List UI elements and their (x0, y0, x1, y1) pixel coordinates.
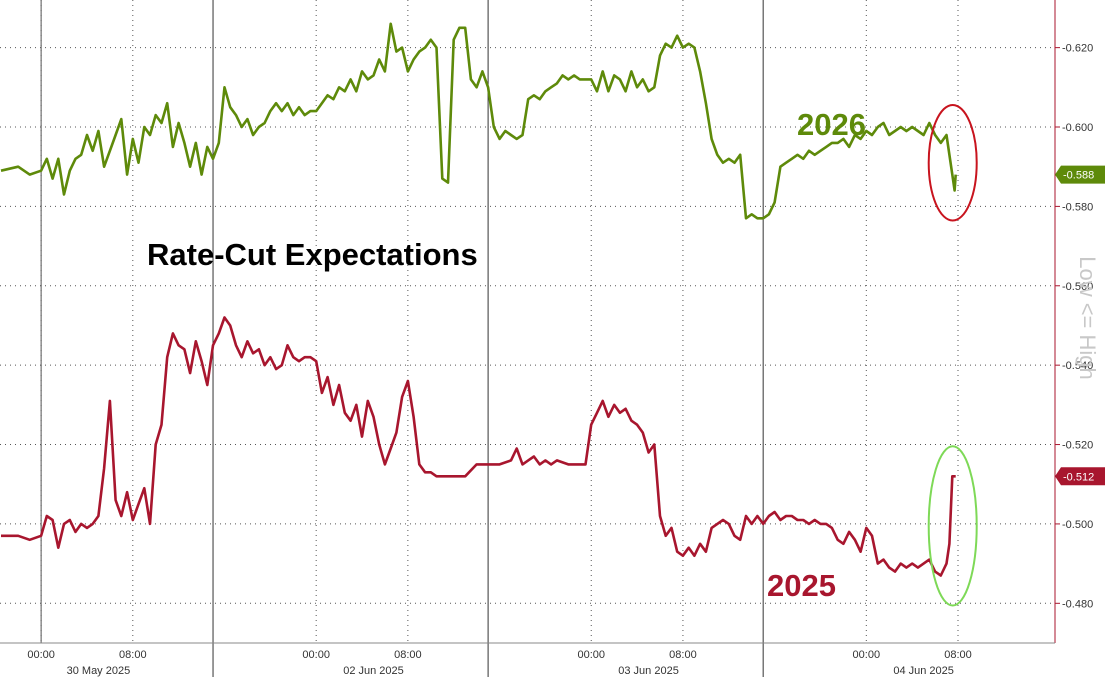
series-line-2026 (0, 22, 957, 220)
y-tick-label: -0.480 (1062, 598, 1093, 610)
x-tick-label: 08:00 (669, 649, 697, 661)
y-tick-label: -0.620 (1062, 43, 1093, 55)
x-date-label: 03 Jun 2025 (618, 665, 679, 677)
last-value-badge-2026: -0.588 (1055, 165, 1105, 184)
x-tick-label: 08:00 (944, 649, 972, 661)
x-date-label: 30 May 2025 (67, 665, 131, 677)
last-value-label: -0.588 (1063, 170, 1094, 182)
series-lines (0, 22, 957, 577)
highlight-ellipse-2025 (927, 445, 978, 607)
y-tick-label: -0.600 (1062, 122, 1093, 134)
series-line-2025 (1, 316, 956, 577)
y-tick-label: -0.580 (1062, 201, 1093, 213)
x-date-label: 04 Jun 2025 (893, 665, 954, 677)
x-tick-label: 00:00 (577, 649, 605, 661)
gridlines (0, 0, 1055, 677)
y-axis: -0.620 -0.600 -0.580 -0.560 -0.540 -0.520 -0.5… (1054, 0, 1105, 643)
x-tick-label: 00:00 (27, 649, 55, 661)
annotations: 2026 2025 (767, 103, 978, 607)
y-tick-label: -0.520 (1062, 440, 1093, 452)
chart-title: Rate-Cut Expectations (147, 237, 478, 272)
last-value-badge-2025: -0.512 (1055, 467, 1105, 486)
y-tick-label: -0.560 (1062, 281, 1093, 293)
x-axis: 00:00 08:00 00:00 08:00 00:00 08:00 00:00 08:00… (0, 642, 1055, 677)
x-tick-label: 08:00 (394, 649, 422, 661)
highlight-ellipse-2026 (927, 103, 978, 222)
x-tick-label: 00:00 (853, 649, 881, 661)
series-label-2025: 2025 (767, 568, 836, 603)
series-label-2026: 2026 (797, 107, 866, 142)
y-tick-label: -0.540 (1062, 360, 1093, 372)
x-tick-label: 08:00 (119, 649, 147, 661)
y-tick-label: -0.500 (1062, 519, 1093, 531)
last-value-label: -0.512 (1063, 471, 1094, 483)
y-axis-direction-note: Low <= High (1075, 256, 1100, 380)
x-date-label: 02 Jun 2025 (343, 665, 404, 677)
x-tick-label: 00:00 (302, 649, 330, 661)
